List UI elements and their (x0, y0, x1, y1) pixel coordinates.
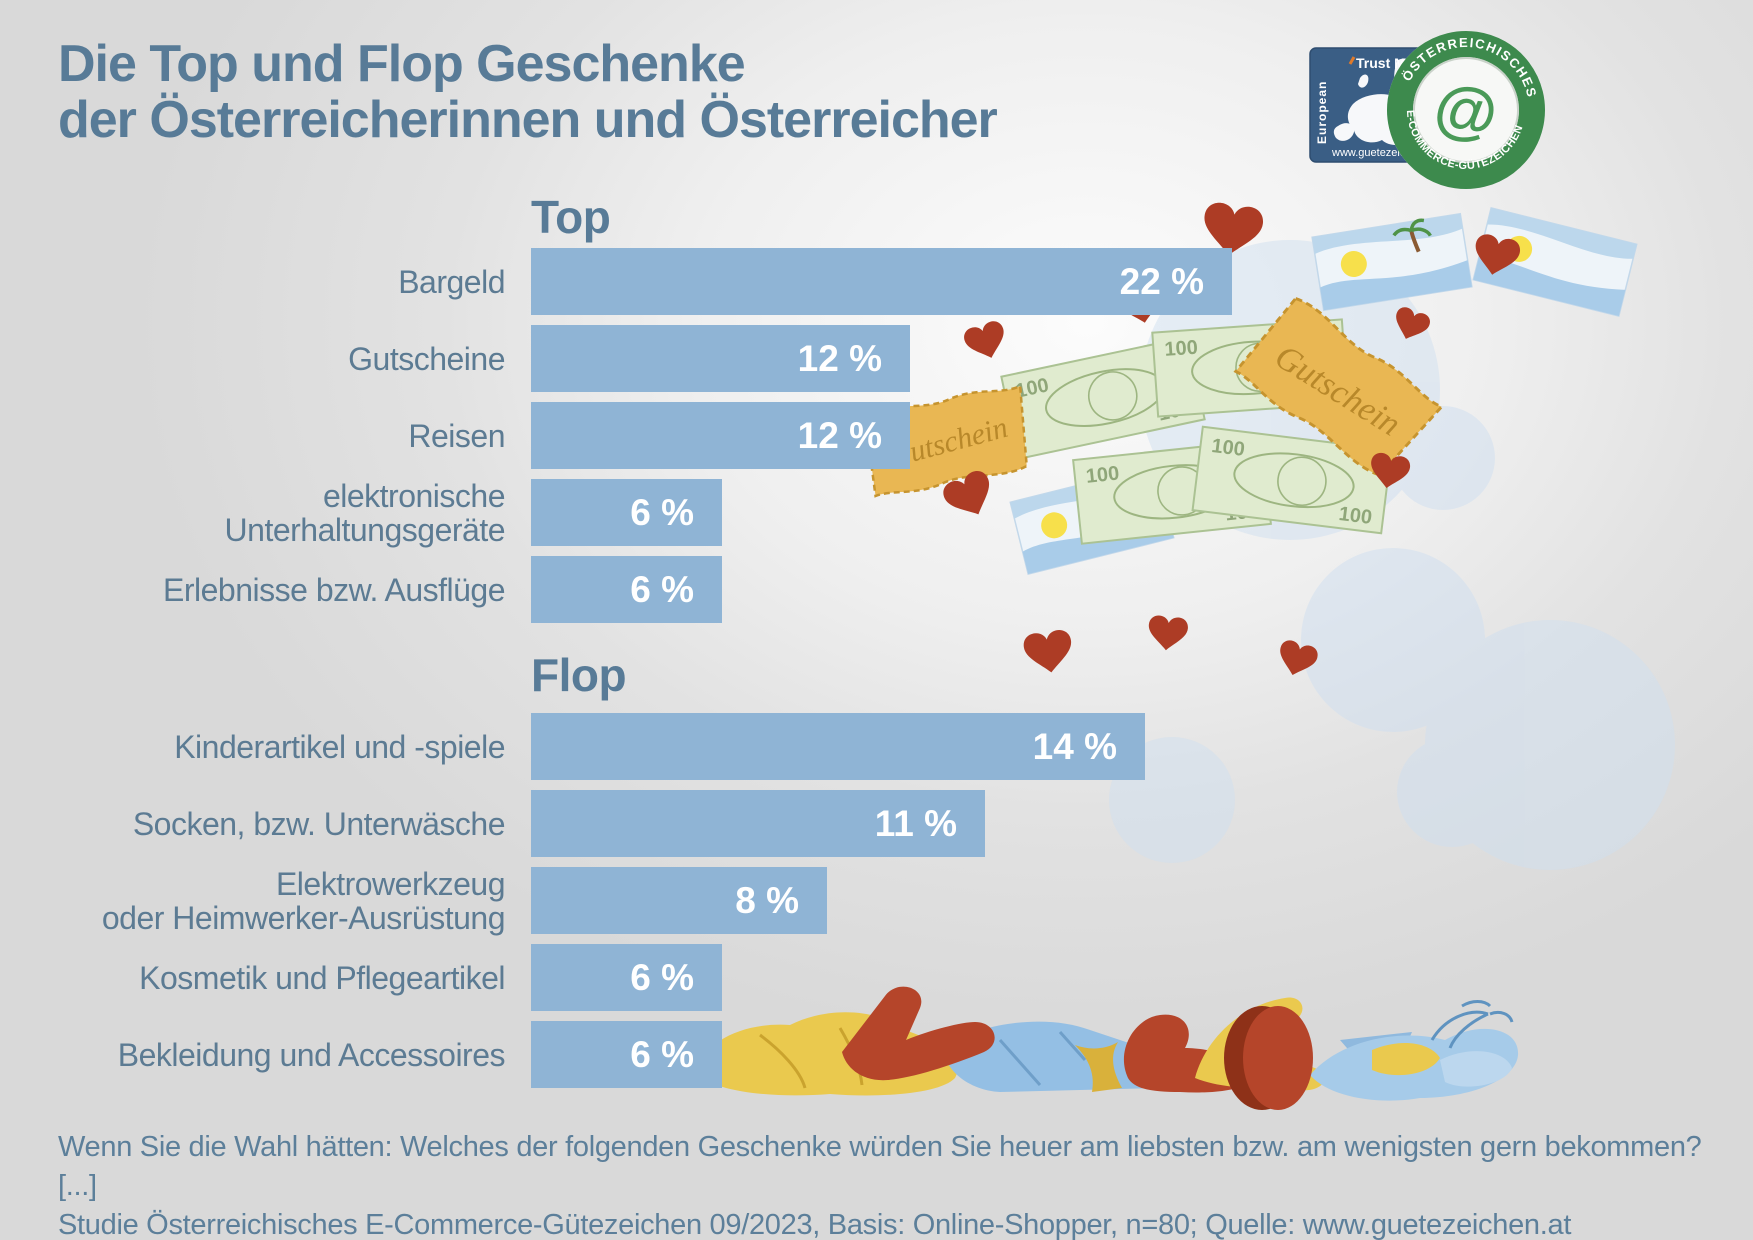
bar-label: Kosmetik und Pflegeartikel (139, 959, 505, 996)
bar-label: Bargeld (398, 263, 505, 300)
bar: 14 % (531, 713, 1145, 780)
ecommerce-guetezeichen-badge: @ ÖSTERREICHISCHES E-COMMERCE-GÜTEZEICHE… (1387, 26, 1547, 189)
section-heading-flop: Flop (531, 649, 627, 701)
bar-value-label: 6 % (630, 1033, 694, 1075)
bar-value-label: 6 % (630, 956, 694, 998)
bar-label: Reisen (408, 417, 505, 454)
bar: 6 % (531, 479, 722, 546)
trust-mark-logo-graphic: Trust Mark European www.guetezeichen.at … (1309, 26, 1547, 189)
bar-row: Kinderartikel und -spiele 14 % (40, 713, 1145, 780)
bar-value-label: 14 % (1032, 725, 1117, 767)
page-title-line2: der Österreicherinnen und Österreicher (58, 91, 998, 149)
bar: 12 % (531, 325, 910, 392)
bar-label: Socken, bzw. Unterwäsche (132, 805, 506, 842)
bar-value-label: 12 % (797, 337, 882, 379)
bar-label: Gutscheine (348, 340, 505, 377)
bar-row: Socken, bzw. Unterwäsche 11 % (40, 790, 985, 857)
footer-notes: Wenn Sie die Wahl hätten: Welches der fo… (58, 1128, 1708, 1240)
bar-row: Bekleidung und Accessoires 6 % (40, 1021, 722, 1088)
bar-label: Bekleidung und Accessoires (117, 1036, 506, 1073)
bar-row: elektronische Unterhaltungsgeräte 6 % (40, 477, 722, 548)
bar: 6 % (531, 1021, 722, 1088)
page-title-line1: Die Top und Flop Geschenke (58, 35, 746, 93)
bar-value-label: 6 % (630, 491, 694, 533)
trust-mark-accent (1348, 56, 1356, 65)
bar: 8 % (531, 867, 827, 934)
bar-row: Gutscheine 12 % (40, 325, 910, 392)
bar-value-label: 8 % (735, 879, 799, 921)
bar-label: elektronische Unterhaltungsgeräte (224, 477, 506, 548)
bar-row: Kosmetik und Pflegeartikel 6 % (40, 944, 722, 1011)
bar: 6 % (531, 944, 722, 1011)
bar-row: Bargeld 22 % (40, 248, 1232, 315)
page-title: Die Top und Flop Geschenke der Österreic… (58, 35, 998, 149)
european-trust-mark-logo: Trust Mark European www.guetezeichen.at … (1298, 26, 1560, 202)
bar: 6 % (531, 556, 722, 623)
bar-value-label: 11 % (874, 802, 957, 844)
bar: 22 % (531, 248, 1232, 315)
bar-label: Kinderartikel und -spiele (174, 728, 505, 765)
bar: 12 % (531, 402, 910, 469)
survey-question: Wenn Sie die Wahl hätten: Welches der fo… (58, 1131, 1702, 1202)
badge-at-glyph: @ (1430, 70, 1502, 150)
bar-label: Erlebnisse bzw. Ausflüge (163, 571, 505, 608)
bar: 11 % (531, 790, 985, 857)
bar-value-label: 12 % (797, 414, 882, 456)
bar-row: Erlebnisse bzw. Ausflüge 6 % (40, 556, 722, 623)
european-label: European (1315, 81, 1329, 144)
clothes-pile-illustration (695, 986, 1519, 1110)
section-heading-top: Top (531, 191, 611, 243)
bar-value-label: 22 % (1119, 260, 1204, 302)
bar-label: Elektrowerkzeug oder Heimwerker-Ausrüstu… (101, 865, 506, 936)
bar-value-label: 6 % (630, 568, 694, 610)
bar-row: Reisen 12 % (40, 402, 910, 469)
bar-row: Elektrowerkzeug oder Heimwerker-Ausrüstu… (40, 865, 827, 936)
source-note: Studie Österreichisches E-Commerce-Gütez… (58, 1209, 1572, 1240)
